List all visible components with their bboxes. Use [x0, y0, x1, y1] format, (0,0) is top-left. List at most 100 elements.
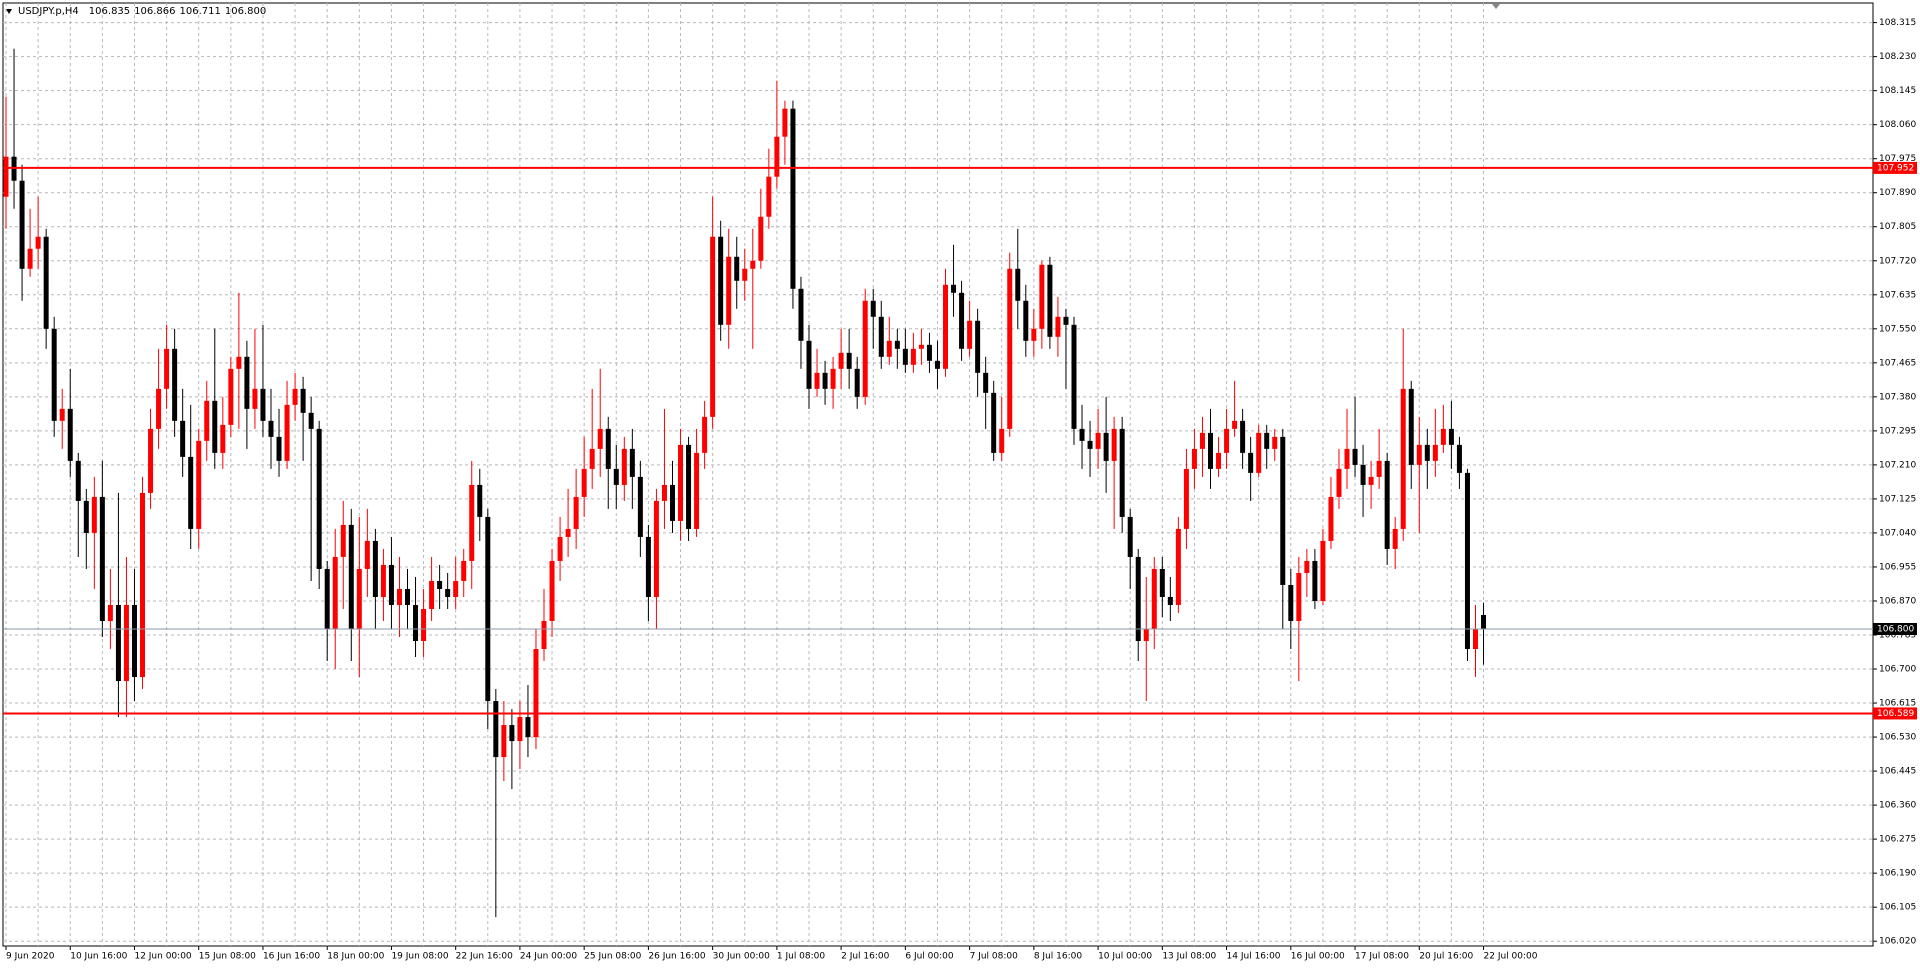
candle-body: [453, 580, 459, 597]
candle-body: [1448, 428, 1454, 445]
x-tick-label: 19 Jun 08:00: [391, 952, 448, 962]
candle-body: [1119, 428, 1125, 517]
candle-body: [525, 717, 531, 738]
y-tick-label: 107.720: [1879, 256, 1916, 266]
shift-marker: [1492, 4, 1500, 9]
candle-body: [621, 448, 627, 485]
candle-body: [766, 176, 772, 217]
candle-body: [1199, 432, 1205, 449]
candle-body: [605, 428, 611, 469]
candle-body: [405, 588, 410, 605]
candle-body: [340, 524, 346, 557]
x-tick-label: 1 Jul 08:00: [777, 952, 826, 962]
candle-body: [123, 604, 129, 682]
candle-body: [1440, 428, 1446, 445]
x-tick-label: 7 Jul 08:00: [970, 952, 1019, 962]
candle-body: [51, 328, 57, 421]
candle-body: [35, 236, 41, 249]
y-tick-label: 106.700: [1879, 665, 1916, 675]
y-tick-label: 107.125: [1879, 494, 1916, 504]
candle-body: [694, 452, 700, 529]
candle-body: [1312, 560, 1318, 601]
candle-body: [959, 292, 965, 349]
candle-body: [212, 400, 218, 453]
candle-body: [1416, 444, 1422, 465]
candle-body: [172, 348, 178, 421]
candle-body: [1320, 540, 1326, 601]
candle-body: [1456, 444, 1462, 473]
candle-body: [429, 580, 435, 609]
x-tick-label: 16 Jun 16:00: [263, 952, 320, 962]
candle-body: [1400, 388, 1406, 529]
candle-body: [669, 484, 675, 521]
candle-body: [565, 528, 571, 537]
candle-body: [43, 236, 49, 329]
candle-body: [1224, 428, 1230, 453]
candle-body: [1111, 428, 1117, 461]
candle-body: [1368, 476, 1374, 485]
candle-body: [260, 388, 266, 421]
candle-body: [1352, 448, 1358, 465]
candle-body: [934, 360, 940, 369]
candle-body: [581, 468, 587, 497]
candle-body: [1424, 444, 1430, 461]
price-label-box: [1873, 622, 1917, 635]
candle-body: [204, 400, 210, 441]
candle-body: [1047, 264, 1053, 337]
y-tick-label: 106.445: [1879, 767, 1916, 777]
candle-body: [878, 316, 884, 357]
candle-body: [364, 540, 370, 569]
candle-body: [1336, 468, 1342, 497]
candle-body: [284, 404, 290, 461]
y-tick-label: 107.295: [1879, 426, 1916, 436]
candle-body: [1328, 496, 1334, 541]
candle-body: [27, 248, 33, 269]
candle-body: [252, 388, 258, 409]
candle-body: [356, 568, 362, 629]
price-label-box: [1873, 707, 1917, 720]
candle-body: [308, 412, 314, 429]
candle-body: [798, 288, 804, 341]
x-tick-label: 20 Jul 16:00: [1419, 952, 1473, 962]
x-tick-label: 30 Jun 00:00: [713, 952, 770, 962]
candle-body: [1408, 388, 1414, 465]
candle-body: [613, 468, 619, 485]
candle-body: [396, 588, 402, 605]
candle-body: [1191, 448, 1197, 469]
candle-body: [107, 604, 113, 621]
candle-body: [726, 256, 732, 325]
candle-body: [894, 340, 900, 349]
y-tick-label: 108.145: [1879, 86, 1916, 96]
candle-body: [750, 260, 756, 269]
candle-body: [1183, 468, 1189, 529]
candle-body: [1071, 324, 1077, 429]
y-tick-label: 106.785: [1879, 631, 1916, 641]
x-tick-label: 2 Jul 16:00: [841, 952, 890, 962]
candle-body: [790, 108, 796, 289]
candle-body: [19, 180, 25, 269]
x-tick-label: 9 Jun 2020: [6, 952, 55, 962]
candle-body: [485, 516, 491, 702]
candle-body: [493, 701, 499, 758]
candle-body: [1087, 440, 1093, 449]
candle-body: [653, 500, 659, 597]
candle-body: [1015, 268, 1021, 301]
candle-body: [3, 156, 9, 197]
candle-body: [228, 368, 234, 425]
candle-body: [814, 372, 820, 389]
candle-body: [830, 368, 836, 389]
x-tick-label: 17 Jul 08:00: [1355, 952, 1409, 962]
candle-body: [822, 372, 828, 389]
candle-body: [388, 564, 394, 605]
candle-body: [918, 344, 924, 349]
low-price: 106.711: [179, 6, 221, 17]
x-tick-label: 10 Jul 00:00: [1098, 952, 1152, 962]
y-tick-label: 107.805: [1879, 222, 1916, 232]
candle-body: [437, 580, 443, 589]
x-tick-label: 24 Jun 00:00: [520, 952, 577, 962]
candle-body: [1127, 516, 1133, 557]
candle-body: [196, 440, 202, 529]
candle-body: [517, 717, 523, 742]
candle-body: [148, 428, 154, 493]
